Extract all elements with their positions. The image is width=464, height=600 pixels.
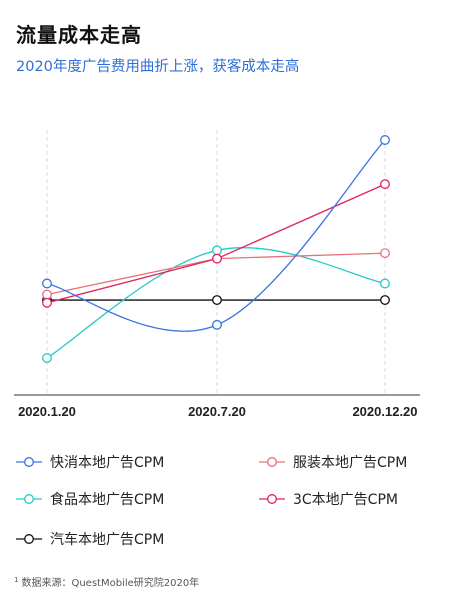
data-point (42, 289, 52, 300)
data-point (42, 278, 52, 289)
series-line (46, 183, 386, 304)
footnote-marker: 1 (14, 576, 19, 584)
data-point (380, 248, 390, 259)
data-point (212, 245, 222, 256)
data-point (380, 179, 390, 190)
footnote-text: 数据来源：QuestMobile研究院2020年 (21, 578, 200, 589)
data-point (212, 319, 222, 330)
data-point (380, 295, 390, 306)
data-point (212, 253, 222, 264)
x-tick-label: 2020.7.20 (188, 404, 246, 419)
data-point (212, 295, 222, 306)
chart-title: 流量成本走高 (16, 23, 142, 47)
footnote: 1 数据来源：QuestMobile研究院2020年 (14, 574, 199, 589)
data-point (380, 278, 390, 289)
x-tick-label: 2020.1.20 (18, 404, 76, 419)
x-tick-label: 2020.12.20 (352, 404, 417, 419)
chart-subtitle: 2020年度广告费用曲折上涨，获客成本走高 (16, 59, 300, 75)
data-point (42, 353, 52, 363)
data-point (380, 135, 390, 145)
data-point (42, 297, 52, 308)
